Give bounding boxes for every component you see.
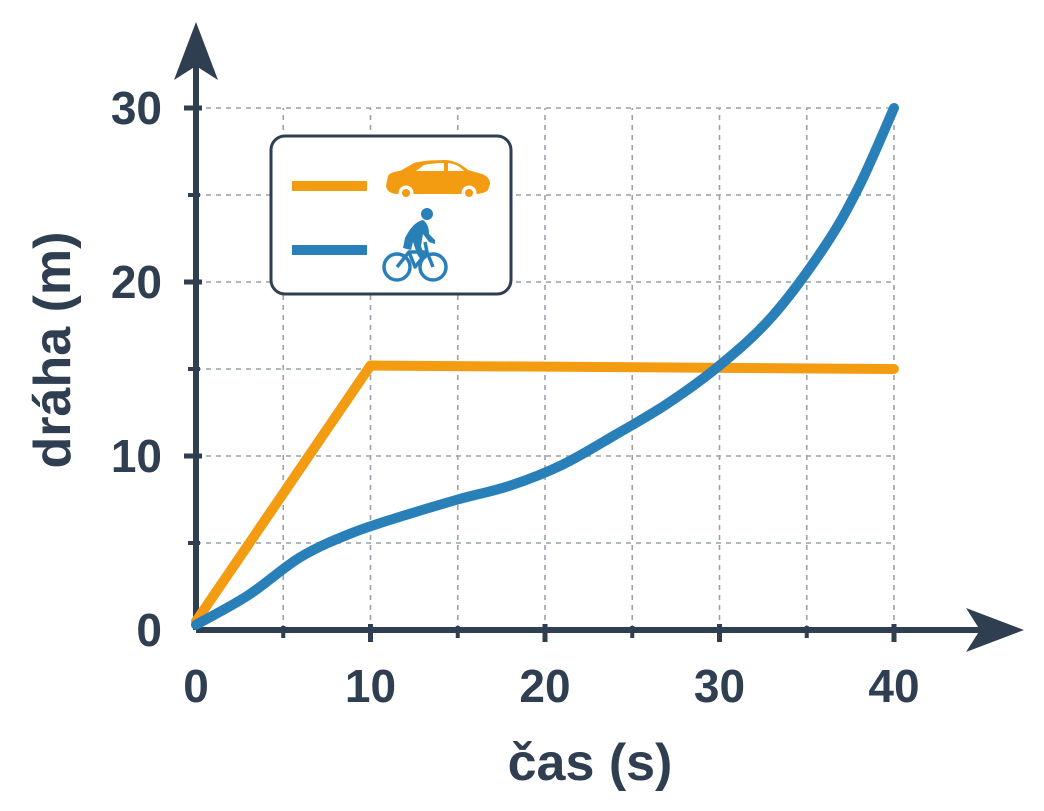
y-tick-label: 0 <box>136 604 162 656</box>
car-icon <box>386 160 490 201</box>
car-hub <box>402 189 410 197</box>
car-body <box>386 160 490 194</box>
y-axis-arrow <box>174 22 218 80</box>
bike-wheel <box>382 252 412 282</box>
x-tick-label: 40 <box>868 660 919 712</box>
tick-labels: 0 10 20 30 40 0 10 20 30 <box>111 82 920 712</box>
series-line-cyclist <box>191 103 899 630</box>
x-tick-label: 20 <box>519 660 570 712</box>
y-tick-label: 20 <box>111 256 162 308</box>
y-axis-title: dráha (m) <box>24 232 82 469</box>
y-tick-label: 30 <box>111 82 162 134</box>
cyclist-icon <box>382 208 448 282</box>
legend-box <box>269 134 513 296</box>
x-axis-title: čas (s) <box>508 734 673 792</box>
x-tick-label: 10 <box>345 660 396 712</box>
series-line-car <box>191 360 899 627</box>
bike-wheel <box>418 252 448 282</box>
car-window <box>416 163 444 171</box>
legend <box>269 134 513 296</box>
rider-body <box>403 220 435 260</box>
x-tick-label: 0 <box>183 660 209 712</box>
x-axis-arrow <box>966 608 1024 652</box>
axes <box>174 22 1024 652</box>
series <box>191 103 899 630</box>
y-tick-label: 10 <box>111 430 162 482</box>
car-hub <box>465 189 473 197</box>
rider-head <box>421 208 433 220</box>
ticks <box>184 105 897 642</box>
car-window <box>448 163 464 171</box>
x-tick-label: 30 <box>694 660 745 712</box>
